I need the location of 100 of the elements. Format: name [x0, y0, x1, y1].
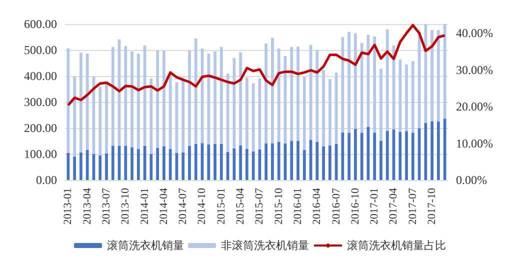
- x-tick-label: 2013-10: [120, 188, 132, 225]
- y2-tick-label: 10.00%: [456, 136, 493, 150]
- bar: [296, 46, 300, 141]
- bar: [156, 50, 159, 148]
- x-tick-label: 2017-04: [388, 188, 400, 225]
- bar: [354, 128, 357, 180]
- bar: [80, 52, 82, 152]
- bar: [322, 70, 325, 146]
- bar: [245, 78, 248, 150]
- bar: [232, 148, 236, 180]
- bar: [214, 144, 216, 180]
- bar: [162, 50, 166, 146]
- x-tick-label: 2013-04: [81, 188, 94, 225]
- bar: [98, 86, 102, 156]
- bar: [111, 46, 114, 146]
- bar: [328, 79, 332, 146]
- bar: [111, 146, 114, 180]
- bar: [271, 38, 274, 144]
- bar: [354, 33, 357, 129]
- bar: [86, 54, 89, 150]
- bar: [264, 44, 268, 144]
- bar: [239, 145, 242, 180]
- bar: [373, 36, 376, 133]
- legend-label: 非滚筒洗衣机销量: [221, 239, 309, 252]
- bar: [386, 130, 389, 180]
- bar: [188, 50, 191, 146]
- x-tick-label: 2013-01: [62, 188, 74, 225]
- bar: [136, 54, 140, 150]
- bar: [341, 132, 344, 180]
- bar: [124, 146, 128, 180]
- bar: [130, 52, 134, 148]
- bar: [302, 150, 306, 180]
- bar: [380, 140, 382, 180]
- bar: [328, 145, 332, 180]
- bar: [80, 152, 82, 180]
- y-tick-label: 300.00: [24, 95, 57, 109]
- x-tick-label: 2016-07: [330, 188, 342, 225]
- y-tick-label: 500.00: [24, 43, 57, 57]
- bar: [207, 144, 210, 180]
- x-tick-label: 2015-10: [272, 188, 285, 225]
- legend-label: 滚筒洗衣机销量占比: [347, 239, 446, 252]
- bar: [73, 76, 76, 157]
- bar: [290, 140, 294, 180]
- bar: [411, 61, 414, 133]
- bar: [150, 78, 153, 154]
- x-tick-label: 2017-10: [426, 188, 438, 225]
- x-tick-label: 2015-01: [215, 188, 228, 225]
- y2-tick-label: 20.00%: [456, 100, 493, 114]
- x-tick-label: 2016-10: [349, 188, 362, 225]
- legend-label: 滚筒洗衣机销量: [107, 239, 184, 252]
- x-tick-label: 2016-01: [292, 188, 304, 225]
- x-tick-label: 2015-04: [234, 188, 247, 225]
- x-tick-label: 2014-01: [138, 188, 151, 225]
- bar: [398, 132, 402, 180]
- x-tick-label: 2013-07: [100, 188, 112, 225]
- y-tick-label: 200.00: [24, 121, 57, 135]
- bar: [220, 46, 223, 144]
- x-tick-label: 2016-04: [311, 188, 324, 225]
- bar: [124, 46, 128, 146]
- bar: [316, 142, 319, 180]
- line-series: [66, 24, 446, 106]
- bar: [360, 132, 364, 180]
- bar: [182, 77, 185, 152]
- bar: [380, 68, 382, 141]
- bar: [405, 131, 408, 180]
- bar: [220, 144, 223, 180]
- bar: [130, 148, 134, 180]
- bar: [296, 140, 300, 180]
- bar: [194, 144, 198, 180]
- bar: [290, 46, 294, 141]
- bar: [207, 54, 210, 144]
- y-tick-label: 100.00: [24, 147, 57, 161]
- x-tick-label: 2014-10: [196, 188, 208, 225]
- bar: [348, 32, 350, 133]
- bar: [264, 143, 268, 180]
- bar: [168, 149, 172, 180]
- y-tick-label: 600.00: [24, 17, 57, 31]
- bar: [424, 24, 428, 123]
- bar: [105, 153, 108, 180]
- bar: [162, 146, 166, 180]
- bar: [430, 30, 434, 122]
- bar: [245, 149, 248, 180]
- bar: [360, 42, 364, 133]
- bar: [98, 155, 102, 180]
- bar: [302, 77, 306, 150]
- bar: [430, 121, 434, 180]
- x-tick-label: 2017-07: [406, 188, 419, 225]
- bar: [86, 150, 89, 180]
- bar: [373, 132, 376, 180]
- x-tick-label: 2014-04: [158, 188, 170, 225]
- bar: [136, 149, 140, 180]
- x-tick-label: 2015-07: [254, 188, 266, 225]
- bar: [182, 152, 185, 180]
- bar: [322, 146, 325, 180]
- y2-tick-label: 30.00%: [456, 62, 493, 77]
- bar: [411, 132, 414, 180]
- bar: [277, 48, 280, 142]
- bar: [398, 60, 402, 132]
- bar: [271, 143, 274, 180]
- bar: [316, 50, 319, 142]
